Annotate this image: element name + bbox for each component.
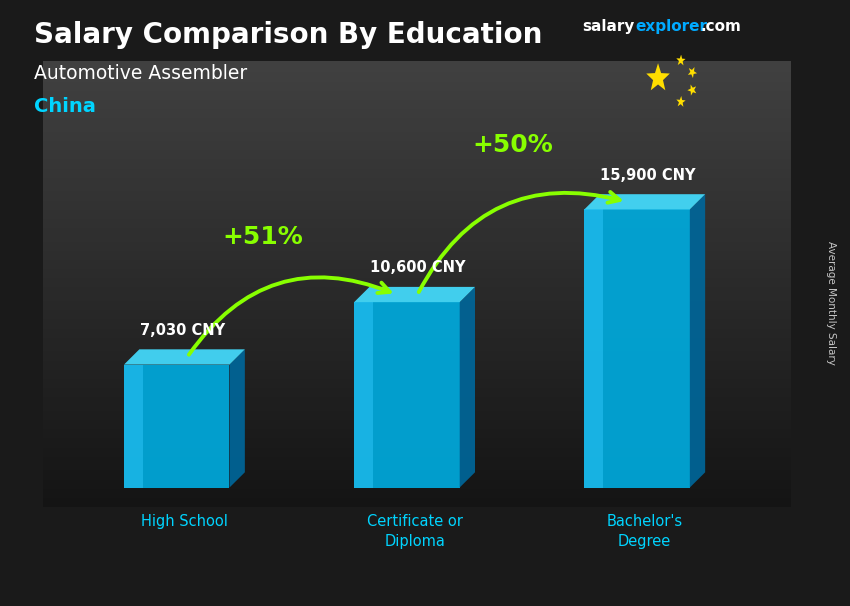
Polygon shape: [688, 67, 697, 78]
Bar: [124, 365, 143, 488]
Text: salary: salary: [582, 19, 635, 35]
Bar: [584, 210, 690, 488]
Text: 10,600 CNY: 10,600 CNY: [370, 261, 466, 276]
Polygon shape: [124, 349, 245, 365]
Bar: [354, 302, 373, 488]
Text: 7,030 CNY: 7,030 CNY: [140, 323, 225, 338]
Text: High School: High School: [141, 514, 228, 529]
Text: +51%: +51%: [223, 225, 303, 249]
Polygon shape: [677, 55, 686, 65]
Polygon shape: [230, 349, 245, 488]
Text: Salary Comparison By Education: Salary Comparison By Education: [34, 21, 542, 49]
Polygon shape: [677, 96, 686, 107]
Polygon shape: [690, 194, 706, 488]
Text: .com: .com: [700, 19, 741, 35]
Polygon shape: [460, 287, 475, 488]
Polygon shape: [688, 84, 696, 96]
Text: Automotive Assembler: Automotive Assembler: [34, 64, 247, 82]
Text: 15,900 CNY: 15,900 CNY: [600, 168, 695, 183]
Text: Average Monthly Salary: Average Monthly Salary: [826, 241, 836, 365]
Text: +50%: +50%: [472, 133, 552, 156]
Text: explorer: explorer: [636, 19, 708, 35]
Polygon shape: [646, 63, 670, 90]
Polygon shape: [584, 194, 706, 210]
Polygon shape: [354, 287, 475, 302]
Bar: [354, 302, 460, 488]
Text: China: China: [34, 97, 96, 116]
Text: Bachelor's
Degree: Bachelor's Degree: [607, 514, 683, 549]
Bar: [584, 210, 604, 488]
Bar: [124, 365, 230, 488]
Text: Certificate or
Diploma: Certificate or Diploma: [366, 514, 462, 549]
